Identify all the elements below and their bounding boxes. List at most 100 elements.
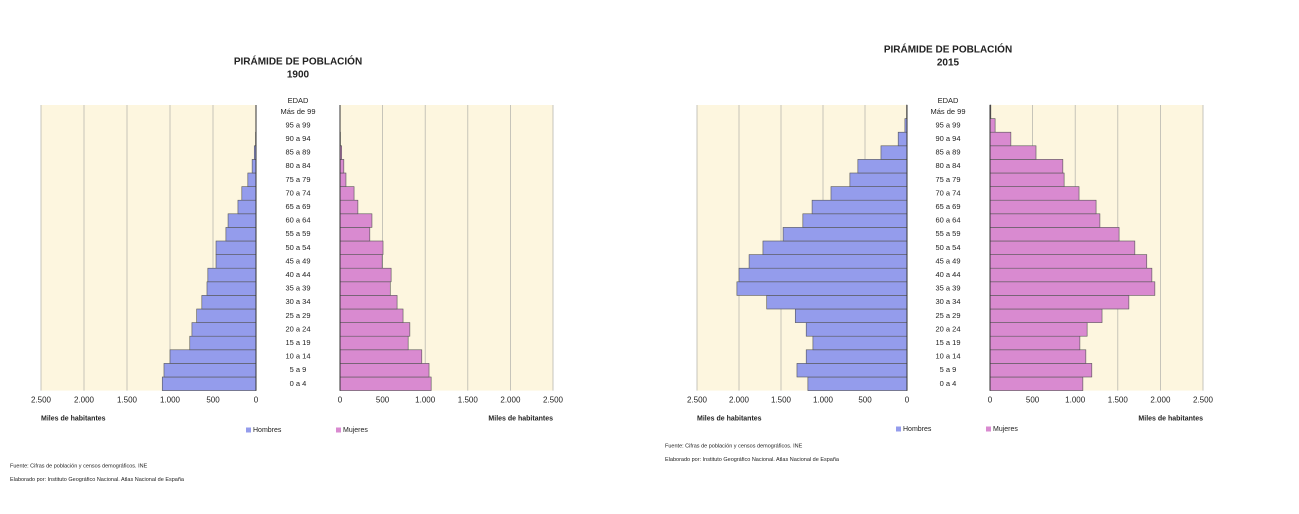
- source-note: Fuente: Cifras de población y censos dem…: [10, 463, 148, 469]
- y-tick-label: 55 a 59: [935, 229, 960, 238]
- legend-label: Hombres: [903, 426, 932, 433]
- bar: [339, 308, 404, 323]
- bar: [196, 308, 257, 323]
- y-tick-label: 75 a 79: [285, 175, 310, 184]
- y-tick-label: 10 a 14: [285, 352, 310, 361]
- y-tick-label: 90 a 94: [935, 134, 960, 143]
- x-tick-label: 2.500: [31, 396, 52, 405]
- y-tick-label: 25 a 29: [285, 311, 310, 320]
- bar: [736, 281, 908, 296]
- x-axis-label: Miles de habitantes: [1138, 415, 1203, 422]
- y-tick-label: 30 a 34: [285, 297, 310, 306]
- y-tick-label: Más de 99: [930, 107, 965, 116]
- x-tick-label: 2.500: [1193, 396, 1214, 405]
- bar: [738, 267, 908, 283]
- x-tick-label: 1.000: [415, 396, 436, 405]
- x-tick-label: 0: [905, 396, 910, 405]
- y-tick-label: 85 a 89: [285, 148, 310, 157]
- x-tick-label: 0: [988, 396, 993, 405]
- bar: [989, 213, 1101, 228]
- source-note: Fuente: Cifras de población y censos dem…: [665, 443, 803, 449]
- bar: [989, 145, 1037, 160]
- y-tick-label: 35 a 39: [935, 284, 960, 293]
- bar: [339, 213, 373, 228]
- bar: [191, 322, 257, 337]
- bar: [163, 363, 257, 378]
- chart-subtitle: 1900: [287, 70, 310, 81]
- bar: [989, 186, 1080, 201]
- x-tick-label: 1.500: [117, 396, 138, 405]
- bar: [339, 335, 409, 351]
- y-tick-label: 5 a 9: [940, 365, 957, 374]
- y-tick-label: 5 a 9: [290, 365, 307, 374]
- x-axis-label: Miles de habitantes: [488, 415, 553, 422]
- bar: [227, 213, 257, 228]
- y-tick-label: 35 a 39: [285, 284, 310, 293]
- y-tick-label: 80 a 84: [285, 161, 310, 170]
- bar: [339, 281, 391, 296]
- bar: [169, 349, 257, 364]
- bar: [989, 131, 1012, 147]
- bar: [989, 376, 1084, 391]
- legend-swatch: [986, 426, 991, 432]
- bar: [762, 240, 908, 255]
- bar: [805, 349, 908, 364]
- bar: [339, 240, 384, 255]
- bar: [215, 240, 257, 255]
- bar: [339, 254, 383, 269]
- y-tick-label: 15 a 19: [285, 338, 310, 347]
- bar: [989, 240, 1136, 255]
- bar: [339, 363, 430, 378]
- y-tick-label: 70 a 74: [935, 188, 960, 197]
- bar: [251, 159, 257, 174]
- source-note: Elaborado por: Instituto Geográfico Naci…: [665, 457, 840, 463]
- bar: [339, 322, 411, 337]
- bar: [989, 118, 996, 133]
- legend-swatch: [896, 426, 901, 432]
- bar: [802, 213, 908, 228]
- chart-title: PIRÁMIDE DE POBLACIÓN: [234, 55, 362, 68]
- legend-label: Mujeres: [993, 426, 1018, 433]
- bar: [989, 349, 1087, 364]
- chart-subtitle: 2015: [937, 58, 960, 69]
- y-tick-label: 10 a 14: [935, 352, 960, 361]
- y-tick-label: 65 a 69: [935, 202, 960, 211]
- y-tick-label: 60 a 64: [285, 216, 310, 225]
- y-tick-label: 20 a 24: [285, 324, 310, 333]
- bar: [880, 145, 908, 160]
- y-tick-label: 80 a 84: [935, 161, 960, 170]
- x-tick-label: 2.000: [1150, 396, 1171, 405]
- chart-title: PIRÁMIDE DE POBLACIÓN: [884, 43, 1012, 56]
- y-tick-label: 40 a 44: [285, 270, 310, 279]
- x-tick-label: 1.000: [813, 396, 834, 405]
- bar: [989, 335, 1081, 351]
- source-note: Elaborado por: Instituto Geográfico Naci…: [10, 477, 185, 483]
- y-tick-label: 55 a 59: [285, 229, 310, 238]
- x-tick-label: 2.500: [543, 396, 564, 405]
- x-tick-label: 1.500: [1108, 396, 1129, 405]
- legend-label: Mujeres: [343, 427, 368, 434]
- bar: [339, 186, 355, 201]
- y-tick-label: 15 a 19: [935, 338, 960, 347]
- bar: [189, 335, 257, 351]
- x-tick-label: 500: [376, 396, 390, 405]
- x-tick-label: 1.000: [160, 396, 181, 405]
- bar: [339, 199, 359, 215]
- x-tick-label: 500: [858, 396, 872, 405]
- bar: [161, 376, 257, 391]
- x-tick-label: 2.500: [687, 396, 708, 405]
- x-tick-label: 2.000: [74, 396, 95, 405]
- y-tick-label: 25 a 29: [935, 311, 960, 320]
- bar: [241, 186, 257, 201]
- bar: [989, 308, 1103, 323]
- y-tick-label: 60 a 64: [935, 216, 960, 225]
- bar: [805, 322, 908, 337]
- legend-label: Hombres: [253, 427, 282, 434]
- x-tick-label: 2.000: [500, 396, 521, 405]
- bar: [849, 172, 908, 187]
- bar: [339, 159, 345, 174]
- y-tick-label: 95 a 99: [285, 120, 310, 129]
- y-tick-label: 40 a 44: [935, 270, 960, 279]
- bar: [989, 322, 1088, 337]
